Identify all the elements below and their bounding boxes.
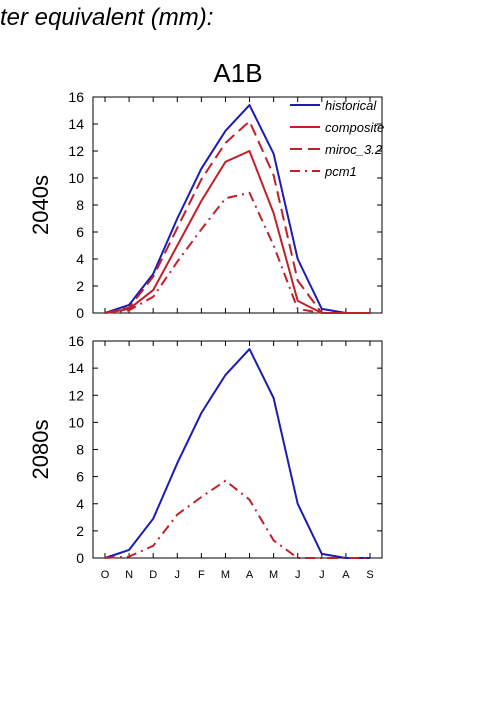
x-tick-label: F	[198, 569, 205, 581]
x-tick-label: S	[366, 569, 373, 581]
panel-2040s: 0 2 4 6 8 10 12 14 16 2040s historical composite mir…	[28, 89, 384, 321]
y-tick-label: 10	[68, 414, 84, 430]
y-tick-label: 6	[76, 469, 84, 485]
y-tick-label: 14	[68, 360, 84, 376]
x-tick-label: A	[342, 569, 350, 581]
x-tick-label: J	[295, 569, 301, 581]
y-tick-label: 0	[76, 305, 84, 321]
x-tick-label: D	[149, 569, 157, 581]
series-line-pcm1	[104, 479, 370, 559]
chart-title: A1B	[213, 58, 262, 88]
y-tick-label: 0	[76, 550, 84, 566]
plot-frame	[92, 340, 383, 559]
y-tick-label: 8	[76, 197, 84, 213]
y-tick-label: 4	[76, 251, 84, 267]
panel-2080s: 0 2 4 6 8 10 12 14 16 O N D J F M A M J J A S 2080s	[28, 333, 383, 581]
x-tick-label: O	[101, 569, 110, 581]
y-tick-label: 10	[68, 170, 84, 186]
legend-label: historical	[325, 98, 377, 113]
x-tick-label: J	[175, 569, 181, 581]
y-tick-label: 14	[68, 116, 84, 132]
legend-label: pcm1	[324, 164, 357, 179]
x-tick-label: M	[269, 569, 278, 581]
page-title: ter equivalent (mm):	[0, 4, 214, 31]
x-tick-label: N	[125, 569, 133, 581]
legend-label: miroc_3.2	[325, 142, 383, 157]
y-tick-label: 2	[76, 278, 84, 294]
y-tick-label: 6	[76, 224, 84, 240]
legend-label: composite	[325, 120, 384, 135]
x-tick-label: M	[221, 569, 230, 581]
series-line-historical	[104, 104, 370, 314]
y-tick-label: 12	[68, 143, 84, 159]
series-line-pcm1	[104, 191, 370, 314]
y-axis-label: 2080s	[28, 420, 53, 480]
x-tick-label: J	[319, 569, 325, 581]
y-tick-label: 8	[76, 442, 84, 458]
y-tick-label: 16	[68, 333, 84, 349]
y-tick-label: 16	[68, 89, 84, 105]
y-tick-label: 12	[68, 387, 84, 403]
y-tick-label: 2	[76, 523, 84, 539]
y-tick-label: 4	[76, 496, 84, 512]
series-line-historical	[104, 348, 370, 559]
y-axis-label: 2040s	[28, 175, 53, 235]
x-tick-label: A	[246, 569, 254, 581]
